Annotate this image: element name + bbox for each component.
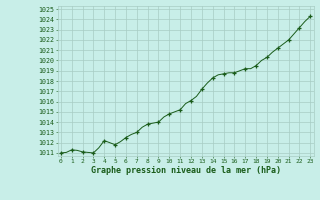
X-axis label: Graphe pression niveau de la mer (hPa): Graphe pression niveau de la mer (hPa) xyxy=(91,166,281,175)
